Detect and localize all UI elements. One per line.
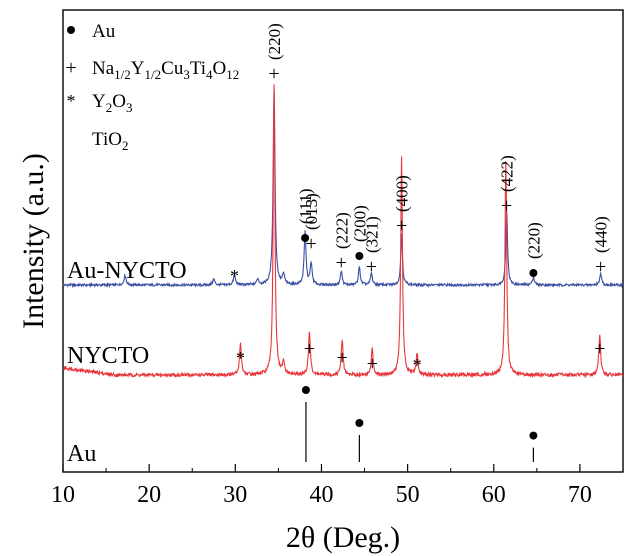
y-axis-label: Intensity (a.u.)	[17, 153, 50, 329]
nycto-peak-marker: +	[268, 63, 279, 85]
x-tick-label: 30	[223, 482, 247, 508]
miller-index-label: (111)	[296, 188, 315, 224]
au-marker-dot	[529, 431, 538, 440]
legend-au-marker	[67, 26, 75, 34]
nycto-peak-marker: +	[501, 195, 512, 217]
x-tick-label: 40	[309, 482, 333, 508]
x-tick-label: 70	[568, 482, 592, 508]
x-tick-label: 60	[482, 482, 506, 508]
nycto-peak-marker: +	[366, 256, 377, 278]
au-marker-dot	[301, 386, 310, 394]
legend-entry-text: Na1/2Y1/2Cu3Ti4O12	[92, 58, 239, 82]
legend-entry-text: Y2O3	[92, 91, 132, 115]
legend-y2o3-marker: *	[67, 91, 76, 111]
miller-index-label: (321)	[362, 216, 381, 253]
miller-index-label: (200)	[350, 205, 369, 242]
x-axis-label: 2θ (Deg.)	[286, 521, 400, 554]
miller-index-label: (422)	[498, 155, 517, 192]
legend-entry-text: Au	[92, 21, 116, 42]
peak-labels: +(220)(111)+(013)+(222) (200)+(321) +(400)…	[230, 23, 611, 375]
au-marker-dot	[355, 419, 364, 427]
nycto-peak-marker: +	[367, 353, 378, 375]
x-tick-label: 10	[51, 482, 75, 508]
nycto-peak-marker: +	[595, 256, 606, 278]
x-tick-label: 20	[137, 482, 161, 508]
au-peak-marker	[529, 269, 538, 277]
y2o3-peak-marker: *	[413, 355, 422, 375]
series-line	[62, 88, 624, 289]
nycto-peak-marker: +	[336, 347, 347, 369]
series-line	[62, 84, 624, 379]
miller-index-label: (440)	[592, 216, 611, 253]
series-layer: Au-NYCTO NYCTO Au	[62, 84, 624, 467]
legend-entry-text: TiO2	[92, 129, 128, 153]
series-name-label: Au-NYCTO	[67, 258, 187, 284]
miller-index-label: (013)	[302, 193, 321, 230]
au-peak-marker	[355, 252, 364, 260]
series-nycto: NYCTO	[62, 84, 624, 379]
y2o3-peak-marker: *	[236, 348, 245, 368]
miller-index-label: (220)	[265, 23, 284, 60]
nycto-peak-marker: +	[594, 338, 605, 360]
miller-index-label: (400)	[393, 175, 412, 212]
nycto-peak-marker: +	[305, 233, 316, 255]
nycto-peak-marker: +	[396, 215, 407, 237]
series-au-nycto: Au-NYCTO	[62, 88, 624, 289]
y2o3-peak-marker: *	[230, 266, 239, 286]
plot-frame	[62, 9, 624, 473]
x-tick-label: 50	[396, 482, 420, 508]
x-axis: 10 20 30 40 50 60 70	[51, 464, 592, 508]
series-name-label: NYCTO	[67, 343, 149, 369]
series-name-label: Au	[67, 441, 96, 467]
series-au: Au	[67, 386, 538, 467]
miller-index-label: (220)	[524, 222, 543, 259]
au-peak-marker	[301, 234, 310, 242]
miller-index-label: (222)	[332, 212, 351, 249]
legend: Au + Na1/2Y1/2Cu3Ti4O12 * Y2O3 TiO2	[65, 21, 239, 153]
plot-area-border	[62, 9, 624, 473]
nycto-peak-marker: +	[336, 252, 347, 274]
nycto-peak-marker: +	[304, 338, 315, 360]
legend-nycto-marker: +	[65, 57, 76, 79]
